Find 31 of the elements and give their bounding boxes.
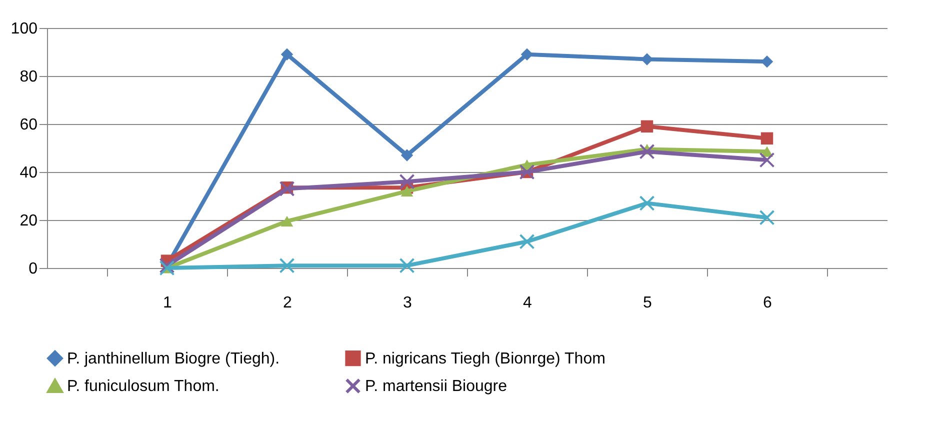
x-tick-label: 5 xyxy=(643,294,652,312)
point xyxy=(400,149,414,162)
y-tick-label: 20 xyxy=(20,212,38,230)
point xyxy=(279,181,295,197)
y-tick-label: 60 xyxy=(20,116,38,134)
y-tick-label: 40 xyxy=(20,164,38,182)
x-tick-label: 1 xyxy=(163,294,172,312)
point xyxy=(280,48,294,61)
point xyxy=(399,174,415,190)
point xyxy=(760,132,774,145)
point xyxy=(279,258,295,274)
point xyxy=(399,258,415,274)
legend-label: P. janthinellum Biogre (Tiegh). xyxy=(67,350,280,368)
legend-label: P. nigricans Tiegh (Bionrge) Thom xyxy=(365,350,606,368)
point xyxy=(639,195,655,211)
point xyxy=(400,186,414,197)
x-tick-label: 3 xyxy=(403,294,412,312)
y-tick-label: 80 xyxy=(20,68,38,86)
point xyxy=(759,152,775,168)
legend-label: P. martensii Biougre xyxy=(365,378,508,395)
x-tick-label: 6 xyxy=(763,294,772,312)
x-tick-label: 4 xyxy=(523,294,532,312)
point xyxy=(280,216,294,227)
point xyxy=(759,210,775,226)
y-tick-label: 100 xyxy=(10,20,38,38)
point xyxy=(640,120,654,133)
legend-label: P. funiculosum Thom. xyxy=(67,378,220,395)
y-tick-label: 0 xyxy=(28,260,38,278)
point xyxy=(519,234,535,250)
x-tick-label: 2 xyxy=(283,294,292,312)
point xyxy=(639,144,655,160)
